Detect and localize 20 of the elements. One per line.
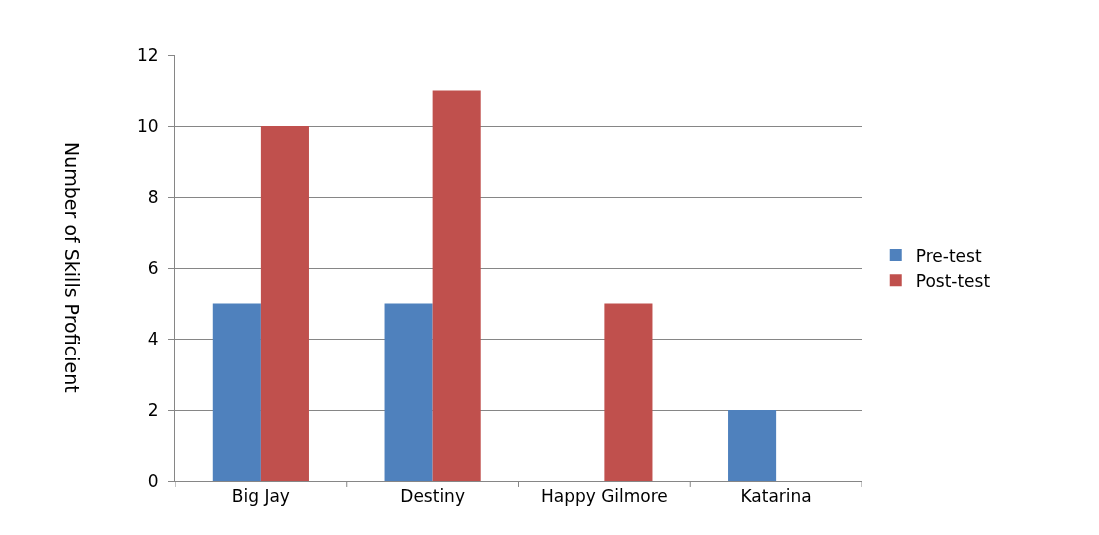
- bar: [384, 303, 433, 481]
- x-tick-label: Happy Gilmore: [540, 486, 668, 507]
- y-tick-label: 4: [147, 328, 159, 349]
- y-tick-label: 12: [136, 44, 159, 65]
- x-tick-label: Katarina: [740, 486, 812, 507]
- y-tick-label: 0: [147, 470, 159, 491]
- x-tick-label: Destiny: [400, 486, 465, 507]
- bar: [728, 410, 777, 481]
- y-tick-label: 8: [147, 186, 159, 207]
- bar: [604, 303, 653, 481]
- x-tick-label: Big Jay: [231, 486, 290, 507]
- bar: [432, 90, 481, 481]
- bar: [212, 303, 261, 481]
- y-tick-label: 6: [147, 257, 159, 278]
- y-tick-label: 10: [136, 115, 159, 136]
- bar: [260, 126, 309, 481]
- legend-label: Post-test: [915, 270, 991, 291]
- y-tick-label: 2: [147, 399, 159, 420]
- y-axis-title: Number of Skills Proficient: [60, 142, 83, 393]
- legend-label: Pre-test: [915, 245, 982, 266]
